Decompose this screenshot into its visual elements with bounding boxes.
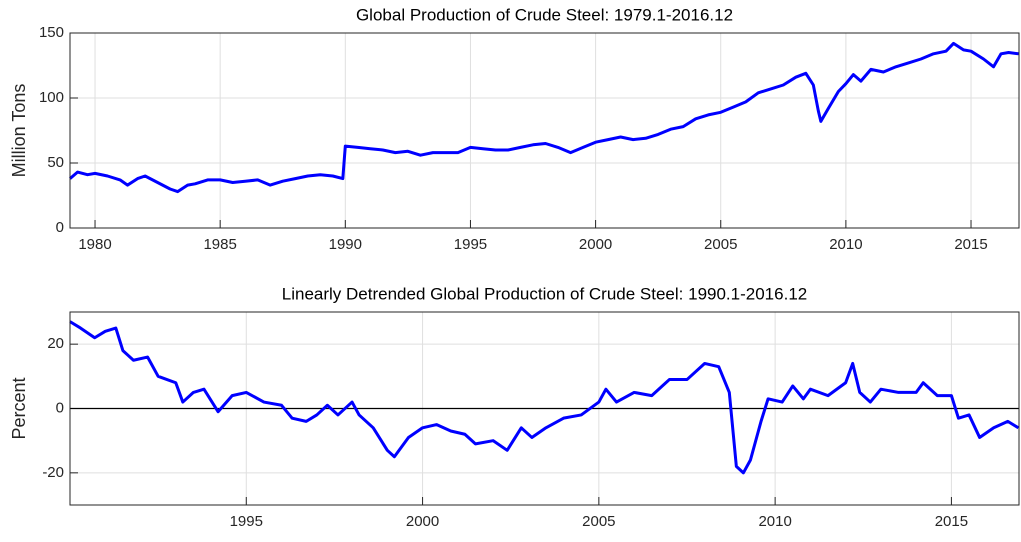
y-tick-label: 150 [39,24,64,41]
y-tick-label: 100 [39,89,64,106]
x-tick-label: 2005 [582,513,615,530]
y-tick-label: 50 [47,154,64,171]
y-tick-label: -20 [42,464,64,481]
axes-frame [69,311,1020,506]
x-tick-label: 2015 [954,236,987,253]
data-line [69,320,1020,475]
chart-title: Global Production of Crude Steel: 1979.1… [356,5,733,24]
x-tick-label: 1995 [454,236,487,253]
x-tick-label: 2000 [579,236,612,253]
y-axis-label: Million Tons [9,84,29,178]
x-tick-label: 1990 [329,236,362,253]
x-tick-label: 2015 [935,513,968,530]
x-tick-label: 2000 [406,513,439,530]
x-tick-label: 2010 [758,513,791,530]
x-tick-label: 1995 [230,513,263,530]
x-tick-label: 2010 [829,236,862,253]
y-tick-label: 20 [47,335,64,352]
data-line [69,41,1019,194]
plot-area [70,33,1019,228]
x-tick-label: 1980 [78,236,111,253]
x-tick-label: 2005 [704,236,737,253]
y-axis-label: Percent [9,377,29,439]
axes-frame [69,32,1020,229]
y-tick-label: 0 [56,219,64,236]
y-tick-label: 0 [56,399,64,416]
x-tick-label: 1985 [203,236,236,253]
chart-title: Linearly Detrended Global Production of … [282,284,807,303]
